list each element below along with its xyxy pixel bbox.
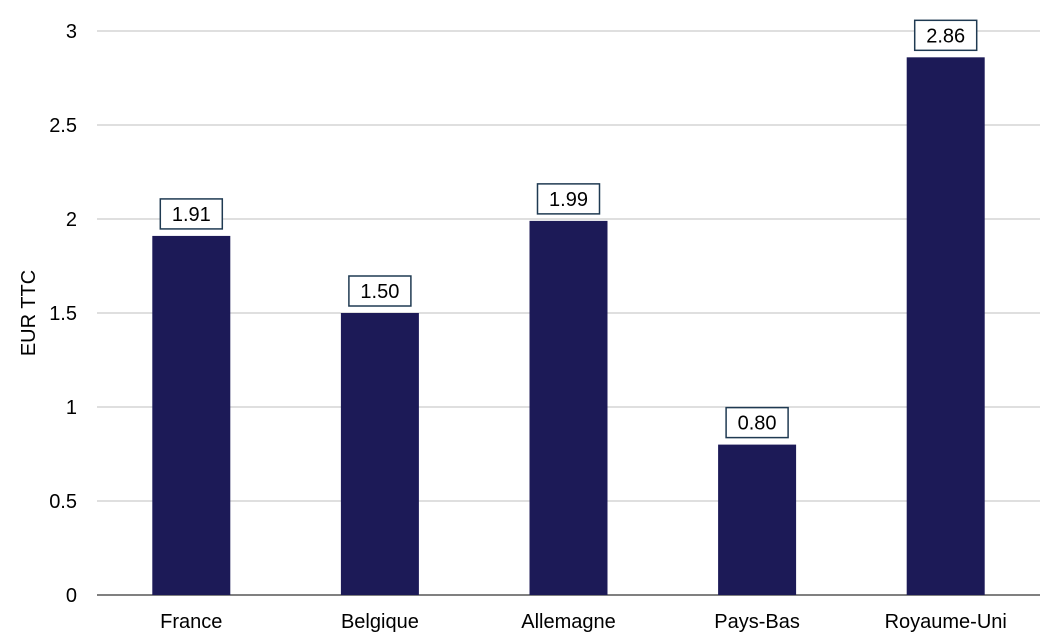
x-category-label: Royaume-Uni (885, 611, 1007, 633)
x-category-label: Belgique (341, 611, 419, 633)
y-tick-label: 3 (66, 21, 77, 43)
bar-allemagne (529, 220, 608, 595)
data-label: 2.86 (926, 25, 965, 47)
y-tick-label: 2.5 (49, 115, 77, 137)
y-tick-label: 0 (66, 585, 77, 607)
bar-france (152, 235, 231, 596)
bar-pays-bas (718, 444, 797, 595)
data-label-box (348, 275, 412, 307)
data-label-box (536, 183, 601, 215)
data-labels: 1.91 1.50 1.99 0.80 2.86 (159, 19, 978, 439)
axes: EUR TTC 0 0.5 1 1.5 2 2.5 3 France Belgique Allem… (18, 21, 1007, 633)
y-tick-label: 2 (66, 209, 77, 231)
x-category-label: Pays-Bas (714, 611, 800, 633)
y-tick-label: 1.5 (49, 303, 77, 325)
data-label-box (725, 406, 789, 439)
y-tick-label: 0.5 (49, 491, 77, 513)
data-label: 1.91 (172, 204, 211, 226)
x-category-label: France (160, 611, 222, 633)
bars (152, 57, 985, 596)
bar-belgique (340, 313, 419, 595)
data-label: 0.80 (738, 413, 777, 435)
data-label-box (913, 19, 978, 52)
x-category-label: Allemagne (521, 611, 616, 633)
data-label-box (159, 198, 224, 230)
data-label: 1.99 (549, 189, 588, 211)
y-tick-label: 1 (66, 397, 77, 419)
bar-royaume-uni (906, 57, 985, 595)
y-axis-title: EUR TTC (18, 270, 40, 356)
data-label: 1.50 (360, 281, 399, 303)
